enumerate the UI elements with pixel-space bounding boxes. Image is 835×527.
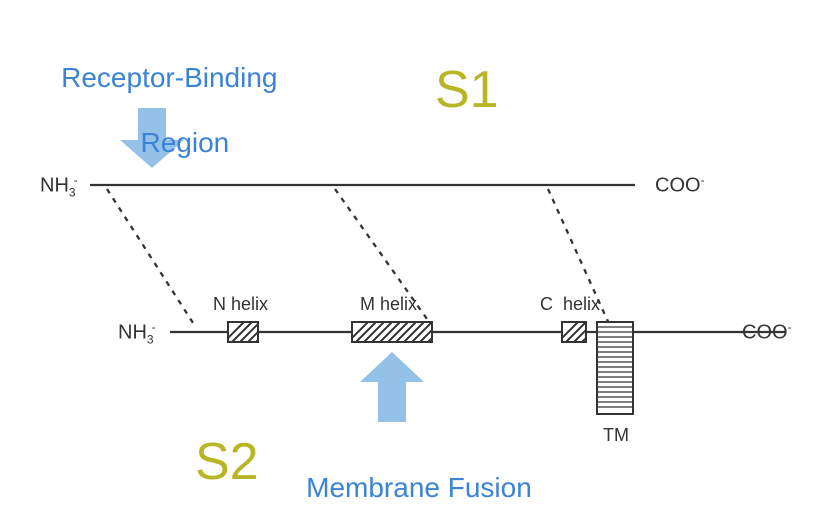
callout-line2: Region [61,127,308,159]
connector-lines [107,189,610,326]
s1-title: S1 [435,60,499,120]
diagram-stage: S1 S2 Receptor-Binding Region Membrane F… [0,0,835,527]
arrow-up-icon [360,352,424,422]
n-helix-label: N helix [213,294,268,315]
s1-nh3-label: NH3- [40,173,78,200]
callout-line1: Receptor-Binding [61,62,277,93]
s2-nh3-label: NH3- [118,320,156,347]
membrane-fusion-callout: Membrane Fusion Peptide(?) [275,440,532,527]
callout-line1: Membrane Fusion [306,472,532,503]
tm-label: TM [603,425,629,446]
tm-box [597,322,633,414]
m-helix-box [348,322,448,342]
receptor-binding-callout: Receptor-Binding Region [30,30,277,191]
s2-title: S2 [195,432,259,492]
s1-coo-label: COO- [655,173,705,198]
c-helix-label: C helix [540,294,600,315]
m-helix-label: M helix [360,294,417,315]
s2-coo-label: COO- [742,320,792,345]
